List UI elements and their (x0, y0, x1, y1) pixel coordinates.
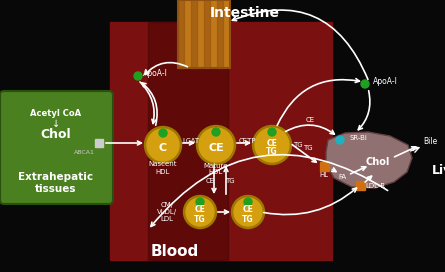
Text: LDL-R: LDL-R (365, 183, 385, 189)
Text: ApoA-I: ApoA-I (372, 76, 397, 85)
Bar (178, 0, 184, 68)
Text: Extrahepatic
tissues: Extrahepatic tissues (18, 172, 93, 194)
Circle shape (186, 198, 214, 226)
Bar (217, 0, 223, 68)
Text: CM/
VLDL/
LDL: CM/ VLDL/ LDL (157, 202, 177, 222)
Text: Acetyl CoA: Acetyl CoA (30, 109, 81, 118)
Bar (178, 0, 230, 68)
FancyArrowPatch shape (264, 188, 356, 215)
FancyArrowPatch shape (277, 79, 360, 125)
Polygon shape (326, 132, 412, 188)
FancyArrowPatch shape (142, 83, 157, 125)
Circle shape (183, 196, 217, 228)
Text: Blood: Blood (151, 245, 199, 259)
Bar (191, 0, 197, 68)
Text: TG: TG (303, 145, 313, 151)
Text: Liver: Liver (432, 163, 445, 177)
Circle shape (244, 198, 252, 206)
Text: Chol: Chol (40, 128, 71, 141)
Text: ↓: ↓ (52, 119, 60, 129)
Circle shape (361, 80, 369, 88)
Circle shape (212, 128, 220, 136)
Text: SR-BI: SR-BI (349, 135, 367, 141)
Text: Chol: Chol (366, 157, 390, 167)
FancyArrowPatch shape (285, 125, 334, 134)
Bar (204, 0, 210, 68)
Circle shape (196, 198, 204, 206)
Text: CE: CE (267, 138, 277, 147)
Text: Bile: Bile (423, 138, 437, 147)
Bar (320, 162, 329, 171)
Circle shape (268, 128, 276, 136)
Text: TG: TG (225, 178, 235, 184)
Circle shape (255, 128, 289, 162)
Text: Nascent
HDL: Nascent HDL (149, 162, 177, 175)
Circle shape (197, 125, 235, 165)
Text: Mature
HDL: Mature HDL (204, 162, 228, 175)
Circle shape (147, 129, 179, 161)
Circle shape (234, 198, 262, 226)
Bar (356, 181, 365, 190)
Circle shape (336, 136, 344, 144)
FancyArrowPatch shape (232, 10, 368, 79)
Text: ABCA1: ABCA1 (73, 150, 94, 154)
FancyArrowPatch shape (145, 63, 187, 75)
Text: TG: TG (266, 147, 278, 156)
Text: HL: HL (320, 172, 328, 178)
Circle shape (159, 129, 167, 137)
Text: C: C (159, 143, 167, 153)
FancyArrowPatch shape (358, 91, 370, 130)
Text: LCAT: LCAT (182, 138, 199, 144)
Circle shape (134, 72, 142, 80)
FancyArrowPatch shape (140, 82, 156, 123)
Text: CE: CE (243, 206, 254, 215)
Text: CE: CE (305, 117, 315, 123)
Text: Intestine: Intestine (210, 6, 280, 20)
Bar (110, 22, 332, 260)
Text: CETP: CETP (238, 138, 256, 144)
Text: TG: TG (194, 215, 206, 224)
Text: CE: CE (206, 178, 214, 184)
Circle shape (199, 128, 233, 162)
Bar (95, 139, 103, 147)
Text: TG: TG (242, 215, 254, 224)
Text: CE: CE (194, 206, 206, 215)
FancyBboxPatch shape (0, 91, 113, 204)
Text: TG: TG (293, 142, 303, 148)
Text: CE: CE (208, 143, 224, 153)
FancyArrowPatch shape (151, 155, 388, 226)
Text: ApoA-I: ApoA-I (142, 69, 167, 78)
Circle shape (252, 125, 291, 165)
Text: FA: FA (338, 174, 346, 180)
Bar (148, 22, 228, 260)
Circle shape (145, 126, 182, 163)
Circle shape (231, 196, 264, 228)
